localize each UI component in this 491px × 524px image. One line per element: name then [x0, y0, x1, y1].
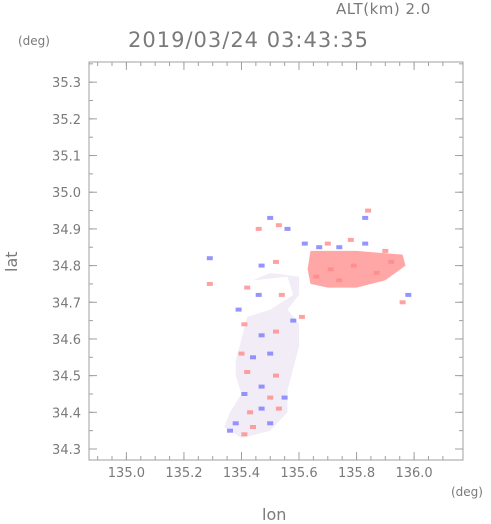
data-cell	[316, 245, 323, 250]
data-cell	[290, 318, 297, 323]
data-cell	[336, 245, 343, 250]
data-cell	[301, 241, 308, 246]
data-layer	[206, 208, 412, 438]
data-cell	[278, 292, 285, 297]
data-cell	[275, 406, 282, 411]
data-cell	[273, 259, 279, 264]
data-cell	[247, 410, 254, 415]
data-cell	[350, 263, 357, 268]
y-tick-label: 35.3	[52, 76, 81, 91]
data-cell	[206, 281, 213, 286]
y-tick-label: 34.3	[52, 443, 81, 458]
x-tick-label: 135.6	[280, 466, 317, 481]
data-cell	[250, 425, 256, 429]
timestamp-title: 2019/03/24 03:43:35	[128, 28, 370, 52]
data-cell	[227, 428, 233, 433]
data-cell	[298, 314, 305, 319]
data-cell	[241, 322, 248, 327]
x-axis-label: lon	[262, 505, 287, 524]
data-cell	[284, 226, 291, 231]
data-cell	[365, 208, 372, 213]
data-cell	[273, 373, 279, 378]
x-tick-label: 135.4	[223, 466, 260, 481]
data-cell	[275, 223, 282, 228]
echo-region-positive	[307, 250, 406, 288]
data-cell	[362, 241, 369, 246]
data-cell	[388, 259, 395, 264]
data-cell	[250, 355, 256, 360]
y-tick-label: 34.4	[52, 406, 81, 421]
x-tick-label: 135.2	[165, 466, 202, 481]
data-cell	[382, 248, 389, 253]
data-cell	[244, 285, 251, 290]
data-cell	[244, 370, 251, 374]
data-cell	[267, 215, 274, 220]
x-tick-label: 135.8	[338, 466, 375, 481]
x-tick-label: 136.0	[395, 466, 432, 481]
data-cell	[255, 226, 262, 231]
y-axis-unit: (deg)	[18, 34, 50, 48]
data-cell	[258, 263, 265, 268]
altitude-label: ALT(km) 2.0	[336, 0, 431, 18]
data-cell	[267, 395, 274, 400]
y-tick-label: 34.7	[52, 296, 81, 311]
x-tick-label: 135.0	[108, 466, 145, 481]
data-cell	[399, 300, 406, 305]
data-cell	[255, 292, 262, 297]
plot-frame	[88, 61, 464, 461]
y-tick-label: 34.5	[52, 370, 81, 385]
y-tick-label: 34.9	[52, 223, 81, 238]
data-cell	[241, 432, 248, 437]
data-cell	[405, 292, 412, 297]
data-cell	[238, 351, 245, 356]
data-cell	[235, 307, 242, 312]
data-cell	[258, 333, 265, 338]
data-cell	[267, 351, 274, 356]
y-tick-label: 35.1	[52, 150, 81, 165]
y-tick-label: 34.6	[52, 333, 81, 348]
data-cell	[281, 395, 288, 400]
data-cell	[241, 392, 248, 396]
y-tick-label: 35.0	[52, 186, 81, 201]
data-cell	[206, 256, 213, 261]
x-axis-unit: (deg)	[451, 485, 483, 499]
data-cell	[313, 274, 320, 279]
data-cell	[232, 421, 239, 426]
data-cell	[258, 406, 265, 411]
axis-layer: 135.0 135.2 135.4 135.6 135.8 136.0 34.3 34.4 34…	[52, 61, 464, 481]
y-tick-label: 35.2	[52, 113, 81, 128]
echo-region-near_zero	[224, 272, 299, 438]
data-cell	[362, 215, 369, 220]
data-cell	[273, 329, 279, 334]
data-cell	[336, 278, 343, 283]
data-cell	[258, 384, 265, 389]
data-cell	[324, 241, 331, 246]
data-cell	[347, 237, 354, 242]
data-cell	[373, 270, 380, 275]
y-tick-label: 34.8	[52, 260, 81, 275]
data-cell	[267, 421, 274, 426]
data-cell	[327, 267, 334, 272]
